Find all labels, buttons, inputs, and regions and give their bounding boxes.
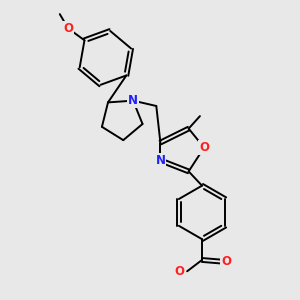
Text: O: O [221,255,231,268]
Text: N: N [128,94,138,107]
Text: O: O [199,141,209,154]
Text: O: O [63,22,73,35]
Text: N: N [155,154,165,167]
Text: O: O [175,265,185,278]
